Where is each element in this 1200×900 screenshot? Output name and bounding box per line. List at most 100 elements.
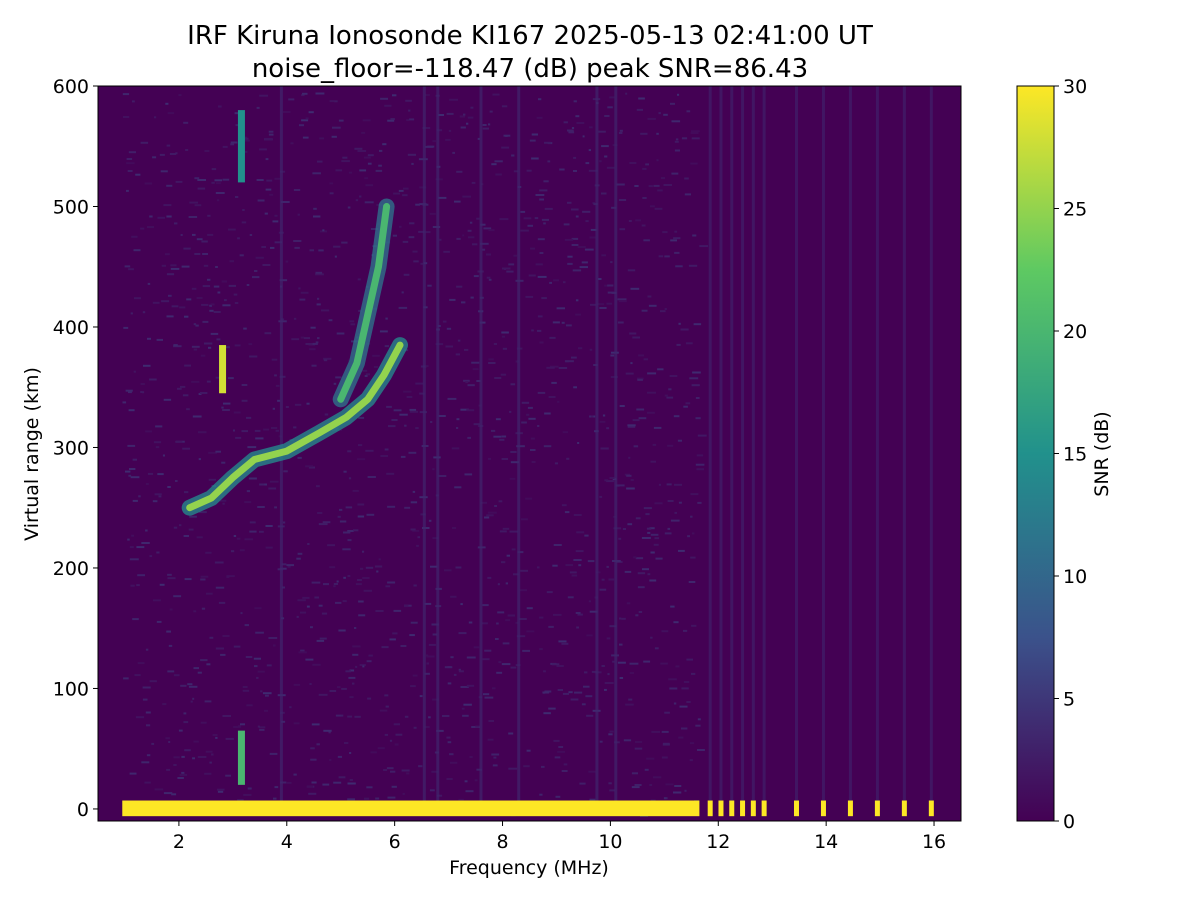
noise-speck: [491, 163, 497, 166]
noise-speck: [432, 468, 435, 471]
noise-speck: [589, 610, 598, 613]
noise-speck: [688, 264, 698, 267]
noise-speck: [366, 660, 372, 663]
noise-speck: [188, 528, 194, 531]
noise-speck: [609, 730, 614, 733]
noise-speck: [404, 605, 409, 608]
noise-speck: [309, 249, 314, 252]
noise-speck: [501, 331, 509, 334]
noise-speck: [337, 755, 342, 758]
noise-speck: [367, 154, 374, 157]
noise-speck: [294, 246, 300, 249]
noise-speck: [518, 618, 527, 620]
noise-speck: [625, 703, 634, 706]
noise-speck: [625, 372, 634, 375]
noise-speck: [153, 599, 161, 602]
noise-speck: [655, 557, 663, 560]
noise-speck: [492, 93, 500, 96]
noise-speck: [181, 771, 185, 774]
noise-speck: [370, 228, 379, 230]
noise-speck: [409, 634, 415, 637]
noise-speck: [582, 210, 591, 213]
noise-speck: [627, 269, 636, 272]
noise-speck: [200, 721, 207, 724]
noise-speck: [152, 301, 160, 304]
noise-speck: [335, 376, 342, 379]
noise-speck: [160, 170, 168, 173]
noise-speck: [472, 368, 479, 371]
noise-speck: [473, 646, 480, 649]
noise-speck: [571, 237, 579, 240]
noise-speck: [375, 610, 384, 612]
noise-speck: [173, 756, 180, 759]
noise-speck: [447, 741, 452, 744]
noise-speck: [359, 195, 362, 198]
noise-speck: [419, 392, 425, 395]
noise-speck: [322, 229, 325, 232]
noise-speck: [684, 789, 687, 792]
noise-speck: [681, 137, 688, 140]
noise-speck: [367, 162, 372, 165]
noise-speck: [202, 320, 209, 323]
noise-speck: [535, 263, 543, 266]
noise-speck: [534, 217, 539, 220]
noise-speck: [458, 798, 464, 801]
noise-speck: [244, 624, 249, 627]
noise-speck: [402, 240, 409, 243]
noise-speck: [626, 602, 631, 605]
noise-speck: [402, 194, 408, 197]
noise-speck: [302, 136, 309, 139]
noise-speck: [222, 502, 225, 505]
noise-speck: [499, 530, 507, 533]
noise-speck: [467, 384, 475, 387]
noise-speck: [647, 391, 656, 394]
noise-speck: [664, 711, 670, 714]
sampling-column: [848, 86, 852, 809]
noise-speck: [334, 255, 337, 258]
noise-speck: [626, 474, 632, 477]
noise-speck: [259, 94, 268, 97]
noise-speck: [565, 564, 573, 567]
noise-speck: [357, 503, 365, 506]
chart-subtitle: noise_floor=-118.47 (dB) peak SNR=86.43: [252, 54, 808, 84]
noise-speck: [647, 531, 651, 534]
x-tick-label: 10: [598, 831, 622, 853]
noise-speck: [339, 520, 347, 523]
noise-speck: [561, 504, 567, 507]
noise-speck: [248, 477, 257, 480]
discrete-echo: [729, 800, 735, 817]
noise-speck: [567, 201, 572, 204]
noise-speck: [697, 501, 702, 504]
noise-speck: [231, 550, 235, 553]
noise-speck: [382, 143, 387, 146]
noise-speck: [166, 768, 171, 771]
noise-speck: [681, 687, 689, 690]
noise-speck: [467, 436, 471, 439]
noise-speck: [609, 625, 617, 628]
noise-speck: [241, 384, 248, 386]
noise-speck: [539, 648, 543, 651]
noise-speck: [264, 332, 272, 335]
noise-speck: [348, 171, 353, 174]
noise-speck: [314, 596, 319, 599]
noise-speck: [233, 293, 238, 296]
noise-speck: [543, 670, 546, 673]
noise-speck: [446, 778, 453, 780]
noise-speck: [495, 173, 502, 176]
noise-speck: [683, 405, 688, 408]
noise-speck: [296, 557, 301, 560]
noise-speck: [536, 116, 543, 119]
noise-speck: [661, 756, 668, 759]
noise-speck: [637, 572, 646, 575]
noise-speck: [629, 672, 634, 674]
noise-speck: [574, 691, 583, 694]
noise-speck: [135, 716, 145, 719]
noise-speck: [356, 458, 366, 461]
noise-speck: [488, 720, 494, 722]
noise-speck: [526, 169, 532, 172]
noise-speck: [209, 636, 214, 639]
noise-speck: [637, 586, 645, 589]
noise-speck: [450, 595, 457, 598]
noise-speck: [606, 427, 610, 430]
sampling-column: [821, 86, 825, 809]
